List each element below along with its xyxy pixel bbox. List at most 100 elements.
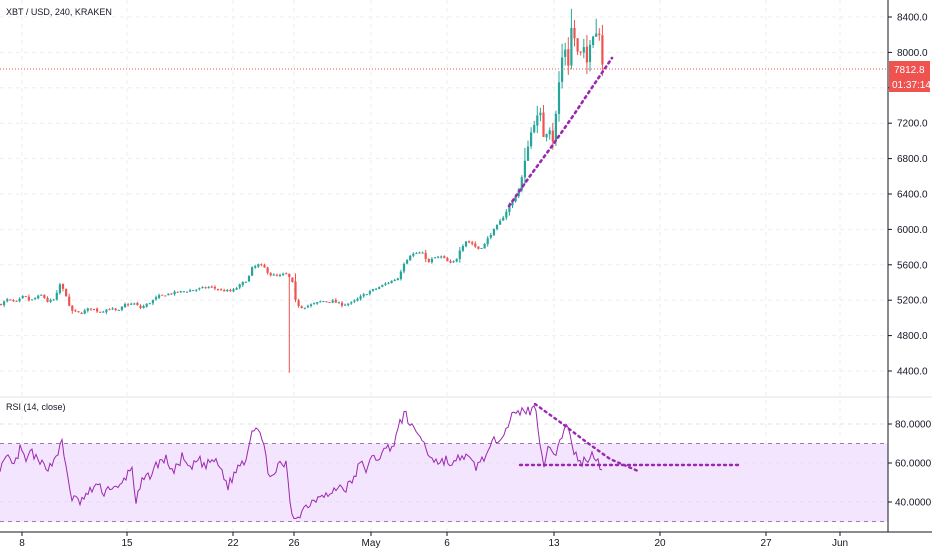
- candle-body: [235, 288, 238, 290]
- candle-body: [316, 302, 319, 304]
- candle-body: [530, 132, 533, 147]
- candle-body: [545, 134, 548, 138]
- candle-body: [474, 243, 477, 247]
- candle-body: [154, 297, 158, 300]
- countdown-value: 01:37:14: [892, 80, 931, 91]
- candle-body: [278, 274, 282, 277]
- candle-body: [15, 300, 18, 302]
- candle-body: [130, 303, 133, 305]
- candle-body: [294, 281, 297, 300]
- candle-body: [232, 289, 235, 292]
- candle-body: [452, 261, 455, 263]
- candle-body: [455, 259, 458, 262]
- candle-body: [102, 311, 105, 313]
- rsi-band: [0, 443, 888, 522]
- price-pane[interactable]: XBT / USD, 240, KRAKEN: [0, 0, 888, 531]
- candle-body: [378, 287, 381, 289]
- price-trendline[interactable]: [507, 56, 614, 208]
- candle-body: [80, 312, 83, 314]
- candle-body: [3, 301, 6, 306]
- candle-body: [204, 287, 207, 289]
- candle-body: [440, 256, 443, 258]
- candle-body: [396, 278, 399, 281]
- candle-body: [588, 44, 592, 63]
- candle-body: [6, 299, 9, 302]
- price-tick-label: 6400.0: [897, 190, 928, 201]
- time-tick-label: 20: [654, 538, 666, 549]
- candle-body: [567, 49, 570, 66]
- price-tick-label: 5200.0: [897, 296, 928, 307]
- candle-body: [576, 38, 579, 52]
- candle-body: [164, 295, 167, 297]
- candle-body: [49, 299, 52, 302]
- candle-body: [192, 290, 195, 292]
- candle-body: [306, 305, 309, 308]
- candle-body: [526, 146, 530, 161]
- candle-body: [458, 250, 461, 260]
- candle-body: [313, 303, 316, 305]
- candle-body: [86, 308, 89, 311]
- candle-body: [288, 273, 291, 277]
- candle-body: [418, 252, 421, 254]
- candle-body: [269, 273, 272, 276]
- candle-body: [52, 299, 55, 301]
- candle-body: [409, 255, 412, 261]
- candle-body: [111, 308, 114, 310]
- candle-body: [275, 274, 278, 276]
- candle-body: [74, 310, 77, 312]
- candle-body: [592, 36, 595, 45]
- candle-body: [471, 242, 474, 244]
- candle-body: [430, 258, 433, 263]
- candle-body: [340, 302, 344, 306]
- candle-body: [365, 294, 368, 296]
- candle-body: [173, 291, 176, 295]
- candle-body: [554, 113, 557, 142]
- price-tick-label: 6000.0: [897, 225, 928, 236]
- candle-body: [319, 301, 322, 303]
- candle-body: [551, 130, 554, 142]
- candle-body: [241, 282, 244, 285]
- rsi-line: [0, 404, 603, 519]
- rsi-descending-trendline[interactable]: [533, 402, 640, 473]
- candle-body: [223, 290, 226, 292]
- candle-body: [139, 305, 142, 309]
- candle-body: [96, 308, 99, 312]
- price-axis[interactable]: 8400.08000.07600.07200.06800.06400.06000…: [887, 0, 932, 532]
- candle-body: [464, 241, 468, 247]
- rsi-title: RSI (14, close): [6, 402, 66, 412]
- candle-body: [238, 284, 241, 288]
- candle-body: [198, 288, 201, 290]
- candle-body: [492, 228, 495, 236]
- candle-body: [40, 294, 43, 296]
- candle-body: [176, 291, 179, 293]
- candle-body: [384, 283, 387, 285]
- candle-body: [508, 205, 511, 213]
- candle-body: [520, 177, 523, 191]
- countdown-tag: [889, 77, 930, 92]
- price-grid: [0, 16, 888, 372]
- rsi-pane[interactable]: RSI (14, close): [0, 402, 888, 522]
- candle-body: [437, 256, 440, 258]
- candle-body: [46, 297, 49, 302]
- candle-body: [105, 309, 108, 313]
- price-tick-label: 6800.0: [897, 154, 928, 165]
- candle-body: [114, 308, 117, 311]
- candle-body: [65, 288, 68, 297]
- candle-body: [272, 274, 275, 276]
- candle-body: [257, 264, 260, 267]
- candle-body: [167, 293, 170, 296]
- candle-body: [145, 303, 148, 307]
- candle-body: [185, 291, 189, 293]
- candle-body: [297, 300, 300, 307]
- time-axis[interactable]: 8 15 22 26 May 6 13 20 27 Jun: [0, 531, 932, 549]
- price-tick-label: 8400.0: [897, 13, 928, 24]
- candle-body: [216, 289, 220, 291]
- candle-body: [337, 302, 340, 304]
- candle-body: [427, 258, 430, 262]
- time-tick-label: Jun: [832, 538, 848, 549]
- candle-body: [350, 302, 353, 304]
- candle-body: [489, 234, 492, 238]
- candle-body: [229, 289, 232, 292]
- candle-body: [359, 296, 362, 300]
